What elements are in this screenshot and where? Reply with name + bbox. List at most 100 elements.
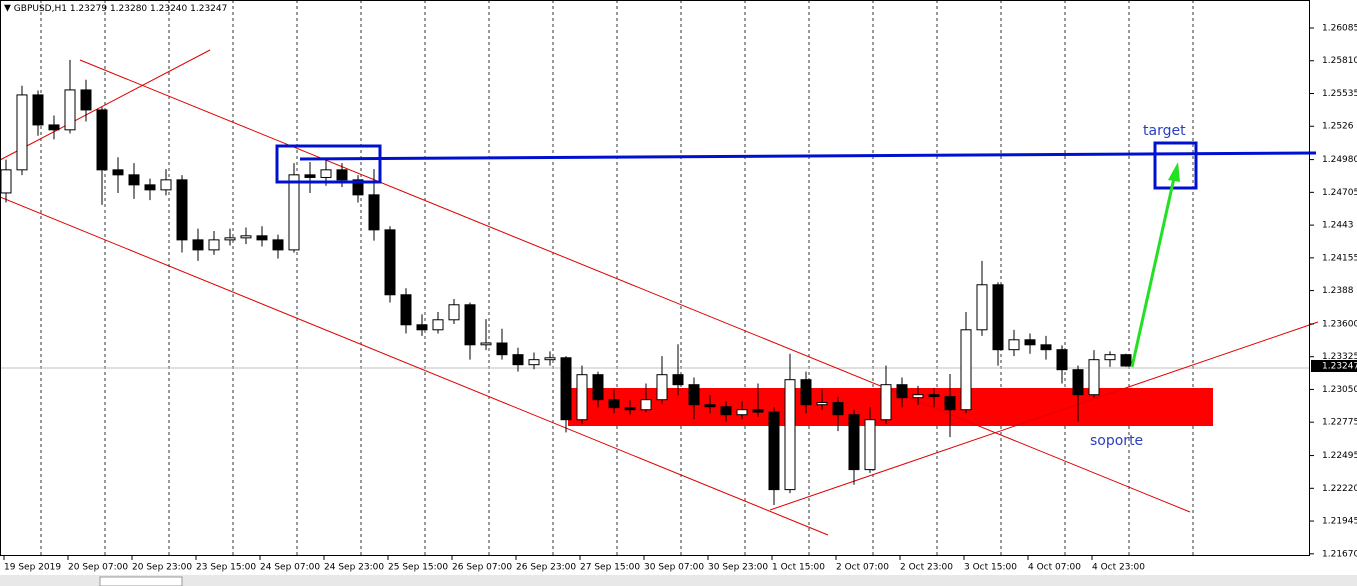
price-axis: 1.26085 1.25810 1.25535 1.2526 1.24980 1.2470… xyxy=(1310,23,1357,559)
y-tick-label: 1.23600 xyxy=(1322,319,1357,329)
candle-body xyxy=(432,319,444,331)
candle-body xyxy=(912,394,924,399)
candle-body xyxy=(608,399,620,409)
candle-body xyxy=(1072,369,1084,396)
channel-lower xyxy=(0,196,829,536)
y-tick-label: 1.22775 xyxy=(1322,418,1357,428)
plot-frame xyxy=(0,0,1310,556)
candle-body xyxy=(352,179,364,196)
candle-body xyxy=(144,184,156,191)
y-tick-label: 1.23050 xyxy=(1322,385,1357,395)
tab[interactable] xyxy=(99,576,183,586)
candle-body xyxy=(464,304,476,346)
candle-body xyxy=(208,239,220,251)
x-tick-label: 20 Sep 23:00 xyxy=(132,563,192,573)
candle-body xyxy=(480,342,492,346)
candle-body xyxy=(1120,354,1132,367)
candle-body xyxy=(48,124,60,131)
candles xyxy=(0,59,1132,505)
candle-body xyxy=(848,414,860,471)
candle-body xyxy=(176,179,188,241)
x-tick-label: 4 Oct 23:00 xyxy=(1092,563,1145,573)
candle-body xyxy=(784,379,796,491)
price-label: 1.23247 xyxy=(1322,361,1357,371)
candle-body xyxy=(576,374,588,421)
candle-body xyxy=(0,169,12,194)
candle-body xyxy=(320,169,332,178)
candle-body xyxy=(16,94,28,171)
candle-body xyxy=(896,384,908,399)
candle-body xyxy=(400,294,412,326)
x-tick-label: 2 Oct 23:00 xyxy=(900,563,953,573)
resistance-line xyxy=(299,151,1317,161)
y-tick-label: 1.23325 xyxy=(1322,352,1357,362)
time-axis: 19 Sep 2019 20 Sep 07:00 20 Sep 23:00 23 Se… xyxy=(3,555,1145,573)
x-tick-label: 20 Sep 07:00 xyxy=(68,563,128,573)
header-high: 1.23280 xyxy=(110,4,147,14)
x-tick-label: 3 Oct 15:00 xyxy=(964,563,1017,573)
candle-body xyxy=(368,194,380,231)
candle-body xyxy=(1040,344,1052,351)
header: ▼ GBPUSD,H1 1.23279 1.23280 1.23240 1.23… xyxy=(4,4,227,14)
support-label: soporte xyxy=(1090,433,1143,449)
candle-body xyxy=(944,396,956,411)
x-tick-label: 26 Sep 23:00 xyxy=(516,563,576,573)
y-tick-label: 1.24705 xyxy=(1322,188,1357,198)
y-tick-label: 1.24155 xyxy=(1322,253,1357,263)
candle-body xyxy=(704,404,716,408)
y-tick-label: 1.25535 xyxy=(1322,89,1357,99)
candle-body xyxy=(240,235,252,239)
y-tick-label: 1.21945 xyxy=(1322,517,1357,527)
y-tick-label: 1.21670 xyxy=(1322,549,1357,559)
y-tick-label: 1.2388 xyxy=(1322,286,1354,296)
arrow xyxy=(1130,177,1176,368)
candle-body xyxy=(1056,349,1068,371)
candle-body xyxy=(640,399,652,411)
x-tick-label: 24 Sep 23:00 xyxy=(324,563,384,573)
candle-body xyxy=(128,174,140,186)
y-tick-label: 1.2526 xyxy=(1322,122,1354,132)
candle-body xyxy=(880,384,892,421)
candle-body xyxy=(160,179,172,191)
x-tick-label: 27 Sep 15:00 xyxy=(580,563,640,573)
x-tick-label: 1 Oct 15:00 xyxy=(772,563,825,573)
candle-body xyxy=(656,374,668,401)
x-tick-label: 2 Oct 07:00 xyxy=(836,563,889,573)
candle-body xyxy=(736,409,748,416)
resistance-box xyxy=(275,144,382,184)
x-tick-label: 25 Sep 15:00 xyxy=(388,563,448,573)
header-low: 1.23240 xyxy=(150,4,187,14)
tab-bar xyxy=(0,575,1357,586)
candle-body xyxy=(560,357,572,421)
symbol: GBPUSD,H1 xyxy=(14,4,67,14)
x-tick-label: 4 Oct 07:00 xyxy=(1028,563,1081,573)
candle-body xyxy=(1024,339,1036,346)
candle-body xyxy=(528,359,540,366)
y-tick-label: 1.2443 xyxy=(1322,221,1354,231)
candle-body xyxy=(80,89,92,111)
candle-body xyxy=(32,94,44,126)
candle-body xyxy=(224,237,236,241)
y-tick-label: 1.26085 xyxy=(1322,23,1357,33)
candle-body xyxy=(768,411,780,491)
x-tick-label: 30 Sep 23:00 xyxy=(708,563,768,573)
candle-body xyxy=(864,419,876,471)
candle-body xyxy=(544,357,556,361)
candle-body xyxy=(112,169,124,176)
candle-body xyxy=(752,409,764,413)
candle-body xyxy=(1104,354,1116,361)
candle-body xyxy=(1008,339,1020,351)
x-tick-label: 19 Sep 2019 xyxy=(4,563,61,573)
target-label: target xyxy=(1143,123,1186,139)
y-tick-label: 1.22220 xyxy=(1322,484,1357,494)
candle-body xyxy=(624,407,636,411)
candle-body xyxy=(416,324,428,331)
trend-line xyxy=(0,49,211,161)
header-close: 1.23247 xyxy=(190,4,227,14)
x-tick-label: 24 Sep 07:00 xyxy=(260,563,320,573)
candle-body xyxy=(448,304,460,321)
candle-body xyxy=(272,239,284,251)
